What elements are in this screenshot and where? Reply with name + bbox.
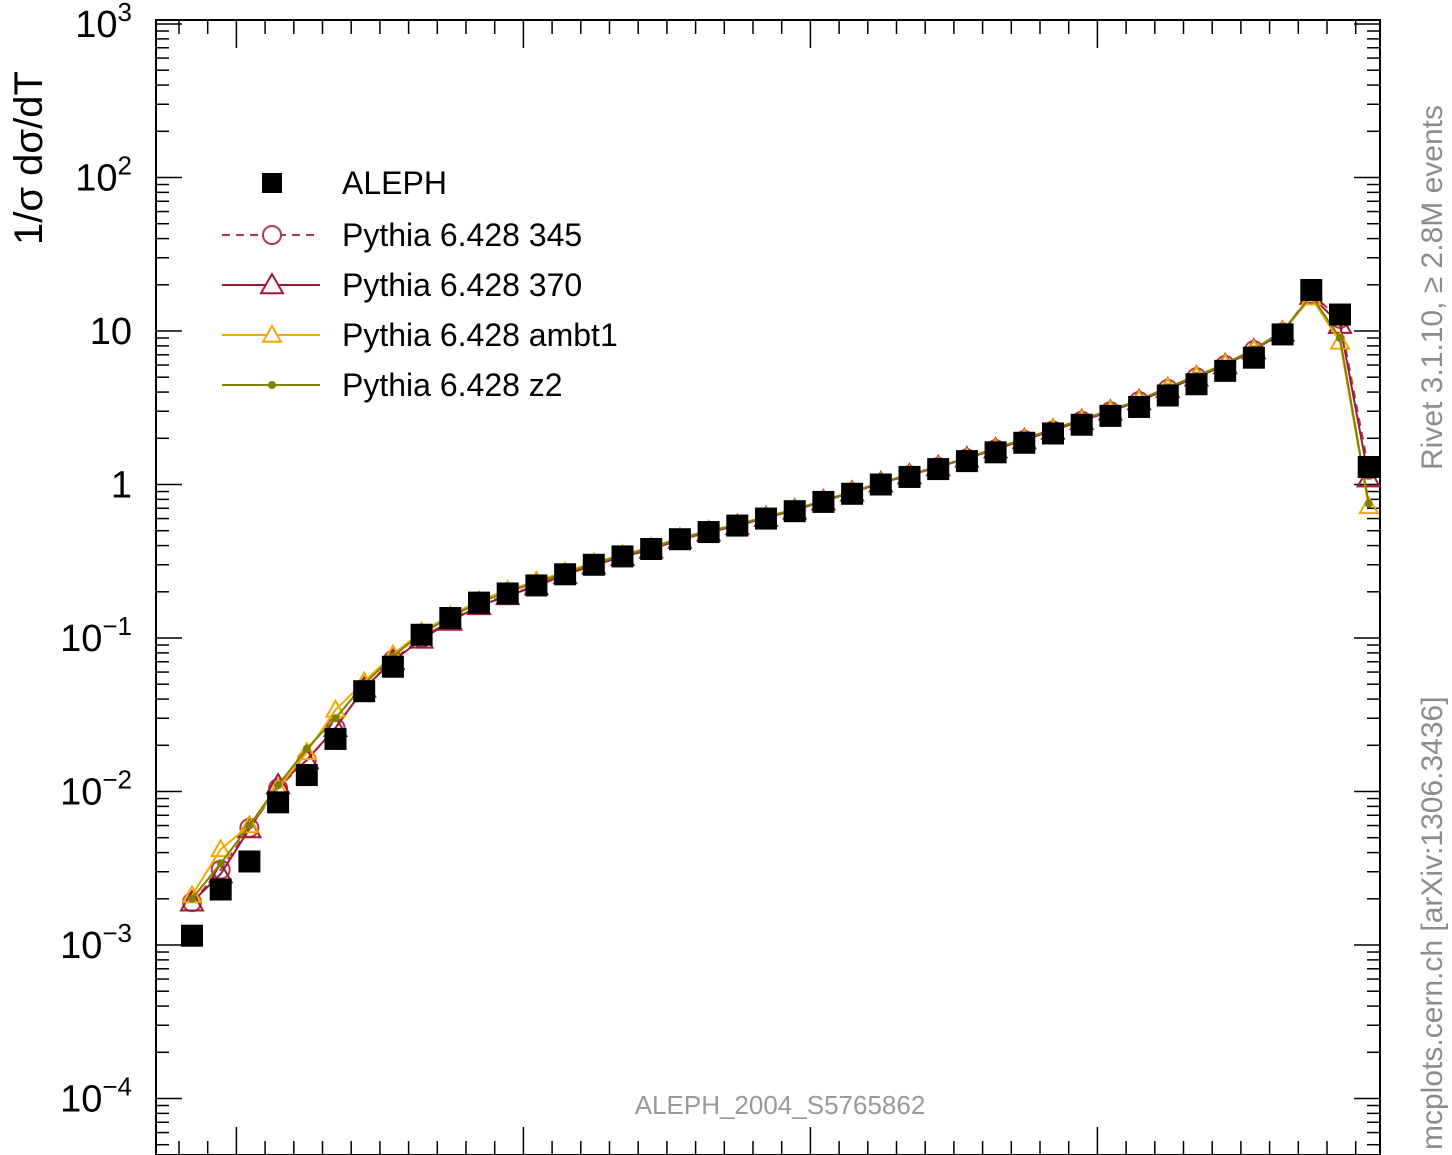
data-point <box>783 500 806 523</box>
data-point <box>697 521 720 544</box>
data-point <box>1329 303 1351 326</box>
data-point <box>216 859 225 868</box>
legend-marker <box>262 173 282 193</box>
legend-marker <box>262 225 282 245</box>
data-point <box>331 714 340 723</box>
data-point <box>238 814 261 834</box>
data-point <box>841 482 864 505</box>
data-point <box>1070 413 1093 436</box>
data-point <box>267 791 290 814</box>
data-point <box>296 741 318 761</box>
legend-marker <box>259 271 285 295</box>
data-point <box>1271 323 1294 346</box>
mcplots-reference-text: mcplots.cern.ch [arXiv:1306.3436] <box>1416 696 1449 1150</box>
data-point <box>755 507 777 530</box>
data-point <box>1357 495 1380 515</box>
data-point <box>869 473 892 496</box>
data-point <box>1300 278 1323 301</box>
data-point <box>1013 431 1036 454</box>
data-point <box>439 606 462 629</box>
legend-item: Pythia 6.428 ambt1 <box>222 317 618 353</box>
y-tick-label: 103 <box>75 0 132 46</box>
plot-frame <box>155 19 1381 1155</box>
data-point <box>179 889 205 912</box>
data-point <box>898 465 921 488</box>
y-tick-label: 10−1 <box>60 611 132 660</box>
rivet-version-text: Rivet 3.1.10, ≥ 2.8M events <box>1416 105 1449 470</box>
y-tick-label: 10−2 <box>60 765 132 814</box>
legend-item: ALEPH <box>262 165 447 201</box>
data-point <box>1242 346 1265 369</box>
legend-item: Pythia 6.428 z2 <box>222 367 563 403</box>
data-point <box>245 821 254 830</box>
data-point <box>640 538 663 561</box>
legend-marker <box>268 381 276 389</box>
data-point <box>1364 499 1373 508</box>
legend-item: Pythia 6.428 370 <box>222 267 582 303</box>
data-point <box>726 514 749 537</box>
data-point <box>496 582 519 605</box>
data-point <box>1357 456 1380 479</box>
legend-item: Pythia 6.428 345 <box>222 217 582 253</box>
data-point <box>209 878 232 901</box>
series-aleph <box>181 278 1380 947</box>
y-tick-label: 10−4 <box>60 1072 132 1121</box>
legend-label: Pythia 6.428 370 <box>342 267 582 303</box>
data-point <box>1156 384 1179 407</box>
data-point <box>1185 373 1208 396</box>
data-point <box>181 924 203 947</box>
data-point <box>955 450 978 473</box>
data-point <box>302 744 311 753</box>
y-tick-label: 102 <box>75 151 132 200</box>
legend-label: Pythia 6.428 ambt1 <box>342 317 618 353</box>
data-point <box>381 655 404 678</box>
data-point <box>1042 422 1064 445</box>
data-point <box>1099 404 1122 427</box>
y-tick-label: 1 <box>111 465 132 507</box>
y-axis-title: 1/σ dσ/dT <box>7 71 51 245</box>
data-point <box>525 574 548 597</box>
data-point <box>188 894 196 903</box>
legend: ALEPH Pythia 6.428 345 Pythia 6.428 370 Pyt… <box>222 165 618 403</box>
data-point <box>611 545 634 568</box>
axis-ticks <box>156 20 1380 1155</box>
data-point <box>209 838 232 858</box>
data-point <box>324 727 347 750</box>
data-point <box>274 781 283 790</box>
data-point <box>1128 395 1151 418</box>
data-point <box>984 441 1007 464</box>
series-layer <box>179 278 1382 947</box>
data-point <box>582 553 605 576</box>
data-point <box>353 680 376 703</box>
data-point <box>238 850 261 873</box>
data-point <box>410 623 433 646</box>
data-point <box>1329 330 1351 350</box>
data-point <box>554 563 577 586</box>
y-tick-label: 10−3 <box>60 918 132 967</box>
legend-marker <box>261 323 283 343</box>
data-point <box>295 764 318 787</box>
data-point <box>1336 334 1344 343</box>
y-tick-label: 10 <box>90 311 132 353</box>
data-point <box>468 591 490 614</box>
legend-label: Pythia 6.428 z2 <box>342 367 563 403</box>
legend-label: Pythia 6.428 345 <box>342 217 582 253</box>
data-point <box>1214 359 1237 382</box>
legend-label: ALEPH <box>342 165 447 201</box>
data-point <box>927 458 950 481</box>
data-point <box>668 528 691 551</box>
analysis-id-watermark: ALEPH_2004_S5765862 <box>635 1090 926 1120</box>
data-point <box>812 490 835 513</box>
